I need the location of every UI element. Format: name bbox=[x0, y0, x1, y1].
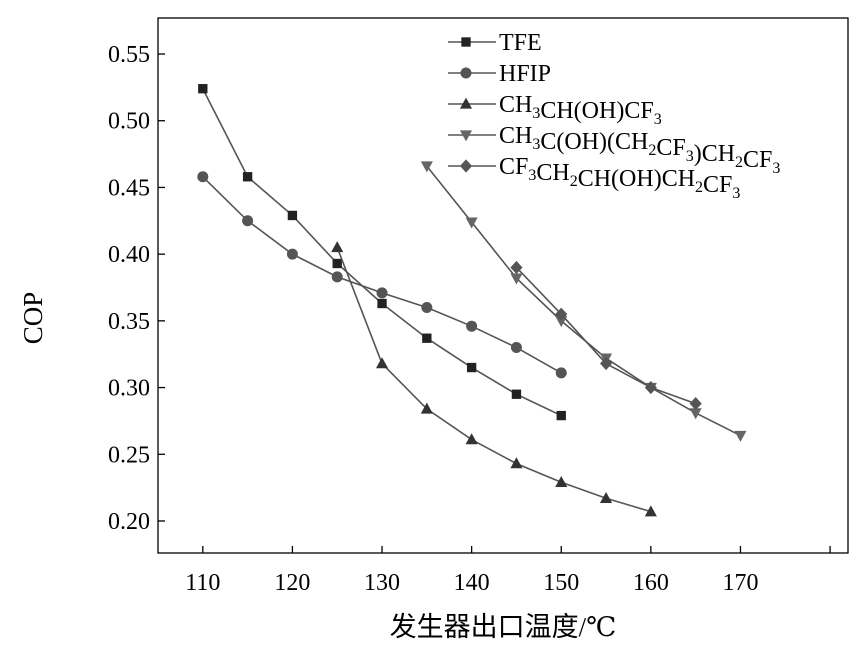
legend-marker bbox=[459, 130, 473, 142]
x-axis-label: 发生器出口温度/℃ bbox=[390, 612, 617, 642]
data-point bbox=[556, 410, 566, 421]
data-point bbox=[376, 287, 388, 299]
data-point bbox=[555, 316, 568, 328]
data-point bbox=[287, 210, 298, 221]
legend-label: TFE bbox=[499, 30, 542, 56]
data-point bbox=[689, 408, 702, 420]
y-tick-label: 0.35 bbox=[108, 309, 150, 335]
data-point bbox=[600, 356, 613, 371]
data-point bbox=[734, 430, 747, 442]
data-point bbox=[421, 302, 433, 314]
data-point bbox=[331, 271, 343, 283]
legend-label: HFIP bbox=[499, 61, 551, 87]
data-point bbox=[555, 475, 568, 487]
legend-label: CH3CH(OH)CF3 bbox=[499, 92, 662, 128]
data-point bbox=[644, 380, 657, 395]
data-point bbox=[510, 457, 523, 469]
series-2 bbox=[197, 171, 567, 379]
data-point bbox=[331, 241, 344, 253]
data-point bbox=[197, 171, 209, 183]
legend-marker bbox=[461, 37, 471, 47]
legend-label: CH3C(OH)(CH2CF3)CH2CF3 bbox=[499, 123, 780, 177]
x-tick-label: 150 bbox=[543, 570, 579, 596]
legend-item: CH3C(OH)(CH2CF3)CH2CF3 bbox=[448, 123, 780, 177]
x-tick-label: 130 bbox=[364, 570, 400, 596]
legend-marker bbox=[459, 97, 473, 109]
y-tick-label: 0.45 bbox=[108, 175, 150, 201]
data-point bbox=[511, 389, 522, 399]
axis-ticks: 0.20 0.25 0.30 0.35 0.40 0.45 0.50 0.55 110 120 13… bbox=[108, 42, 831, 596]
series-line bbox=[426, 165, 741, 437]
data-point bbox=[375, 357, 389, 369]
plot-frame bbox=[157, 17, 849, 554]
legend-item: CF3CH2CH(OH)CH2CF3 bbox=[448, 154, 740, 202]
series-layer bbox=[197, 84, 747, 517]
data-point bbox=[242, 215, 254, 227]
legend-item: HFIP bbox=[448, 61, 551, 87]
data-point bbox=[510, 342, 522, 354]
series-line bbox=[202, 176, 562, 374]
series-3 bbox=[331, 241, 657, 517]
data-point bbox=[510, 260, 523, 275]
y-tick-label: 0.55 bbox=[108, 42, 150, 68]
legend-marker bbox=[459, 159, 473, 173]
legend-item: CH3CH(OH)CF3 bbox=[448, 92, 662, 128]
data-point bbox=[600, 491, 613, 503]
data-point bbox=[689, 396, 702, 411]
data-point bbox=[466, 320, 478, 332]
legend-item: TFE bbox=[448, 30, 542, 56]
data-point bbox=[465, 433, 478, 445]
x-tick-label: 110 bbox=[185, 570, 220, 596]
series-line bbox=[515, 266, 696, 405]
y-tick-label: 0.20 bbox=[108, 509, 150, 535]
data-point bbox=[555, 367, 567, 379]
data-point bbox=[332, 258, 342, 269]
x-tick-label: 160 bbox=[633, 570, 669, 596]
data-point bbox=[510, 273, 523, 285]
data-point bbox=[242, 172, 253, 182]
data-point bbox=[422, 333, 432, 343]
data-point bbox=[377, 298, 387, 309]
series-5 bbox=[510, 260, 702, 411]
y-tick-label: 0.30 bbox=[108, 376, 150, 402]
data-point bbox=[555, 307, 568, 321]
data-point bbox=[465, 217, 478, 229]
y-tick-label: 0.50 bbox=[108, 109, 150, 135]
y-tick-label: 0.40 bbox=[108, 242, 150, 268]
series-1 bbox=[198, 84, 566, 421]
data-point bbox=[286, 248, 298, 260]
data-point bbox=[644, 505, 657, 517]
legend-label: CF3CH2CH(OH)CH2CF3 bbox=[499, 154, 740, 202]
data-point bbox=[420, 161, 433, 173]
x-tick-label: 170 bbox=[722, 570, 758, 596]
data-point bbox=[466, 362, 477, 373]
y-tick-label: 0.25 bbox=[108, 442, 150, 468]
data-point bbox=[420, 402, 433, 414]
x-tick-label: 120 bbox=[274, 570, 310, 596]
data-point bbox=[198, 84, 208, 94]
y-axis-label: COP bbox=[18, 292, 48, 345]
legend: TFE HFIP CH3CH(OH)CF3CH3C(OH)(CH2CF3)CH2CF… bbox=[448, 30, 780, 202]
x-tick-label: 140 bbox=[454, 570, 490, 596]
series-line bbox=[336, 247, 652, 513]
legend-marker bbox=[460, 67, 472, 79]
